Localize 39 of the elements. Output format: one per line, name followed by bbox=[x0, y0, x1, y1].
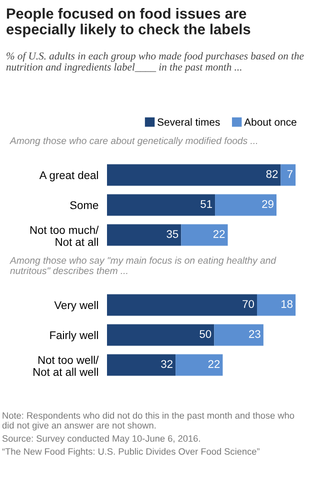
bar bbox=[215, 194, 276, 216]
bar bbox=[257, 294, 296, 316]
text: Note: Respondents who did not do this in the past month and those who did not give an answer are not shown. bbox=[2, 412, 294, 430]
y-tick-label: Fairly well bbox=[50, 330, 98, 342]
data-label: 35 bbox=[166, 230, 178, 238]
text: “The New Food Fights: U.S. Public Divides Over Food Science” bbox=[2, 448, 260, 457]
bar bbox=[107, 164, 281, 186]
y-tick-label: Not too much/ Not at all bbox=[30, 226, 99, 246]
data-label: 50 bbox=[200, 330, 212, 338]
bar bbox=[181, 224, 228, 246]
legend-label: Several times bbox=[158, 118, 220, 126]
data-label: 7 bbox=[287, 170, 292, 178]
y-tick-label: Very well bbox=[54, 300, 98, 312]
bar bbox=[107, 294, 257, 316]
chart-title: People focused on food issues are especially likely to check the labels bbox=[6, 8, 250, 38]
data-label: 51 bbox=[200, 200, 212, 208]
data-label: 29 bbox=[262, 200, 274, 208]
data-label: 32 bbox=[161, 360, 172, 368]
data-label: 22 bbox=[213, 230, 225, 238]
legend-label: About once bbox=[244, 118, 296, 126]
data-label: 82 bbox=[266, 170, 278, 178]
y-tick-label: Not too well/ Not at all well bbox=[34, 356, 99, 376]
chart-subtitle: % of U.S. adults in each group who made food purchases based on the nutrition and ingredients label____ in the past month ... bbox=[6, 52, 304, 73]
source-note: Source: Survey conducted May 10-June 6, 2016. bbox=[2, 435, 200, 444]
y-tick-label: A great deal bbox=[39, 170, 98, 182]
text: Among those who say "my main focus is on eating healthy and nutritous" describes them ... bbox=[10, 256, 276, 274]
y-tick-label: Some bbox=[70, 201, 98, 210]
bar bbox=[107, 354, 176, 376]
bar bbox=[176, 354, 223, 376]
bar bbox=[214, 324, 264, 346]
data-label: 18 bbox=[281, 300, 293, 308]
text: Among those who care about genetically modified foods ... bbox=[10, 137, 258, 146]
bar bbox=[107, 224, 182, 246]
bar bbox=[107, 194, 216, 216]
bar bbox=[280, 164, 296, 186]
data-label: 22 bbox=[208, 360, 220, 368]
data-label: 23 bbox=[249, 330, 260, 338]
data-label: 70 bbox=[242, 300, 254, 308]
bar bbox=[107, 324, 214, 346]
